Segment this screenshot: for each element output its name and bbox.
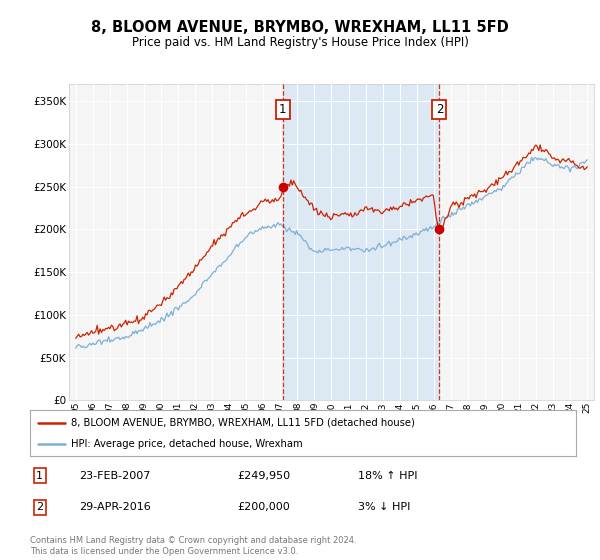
Bar bbox=[283, 84, 439, 400]
Text: 18% ↑ HPI: 18% ↑ HPI bbox=[358, 471, 417, 481]
Text: 8, BLOOM AVENUE, BRYMBO, WREXHAM, LL11 5FD: 8, BLOOM AVENUE, BRYMBO, WREXHAM, LL11 5… bbox=[91, 20, 509, 35]
Text: 2: 2 bbox=[36, 502, 43, 512]
Text: £249,950: £249,950 bbox=[238, 471, 290, 481]
Text: £200,000: £200,000 bbox=[238, 502, 290, 512]
Text: HPI: Average price, detached house, Wrexham: HPI: Average price, detached house, Wrex… bbox=[71, 439, 302, 449]
Text: 1: 1 bbox=[279, 103, 287, 116]
Text: 8, BLOOM AVENUE, BRYMBO, WREXHAM, LL11 5FD (detached house): 8, BLOOM AVENUE, BRYMBO, WREXHAM, LL11 5… bbox=[71, 418, 415, 428]
Text: 1: 1 bbox=[37, 471, 43, 481]
Text: 23-FEB-2007: 23-FEB-2007 bbox=[79, 471, 151, 481]
Text: Price paid vs. HM Land Registry's House Price Index (HPI): Price paid vs. HM Land Registry's House … bbox=[131, 36, 469, 49]
Text: Contains HM Land Registry data © Crown copyright and database right 2024.
This d: Contains HM Land Registry data © Crown c… bbox=[30, 536, 356, 556]
Text: 3% ↓ HPI: 3% ↓ HPI bbox=[358, 502, 410, 512]
Text: 2: 2 bbox=[436, 103, 443, 116]
Text: 29-APR-2016: 29-APR-2016 bbox=[79, 502, 151, 512]
